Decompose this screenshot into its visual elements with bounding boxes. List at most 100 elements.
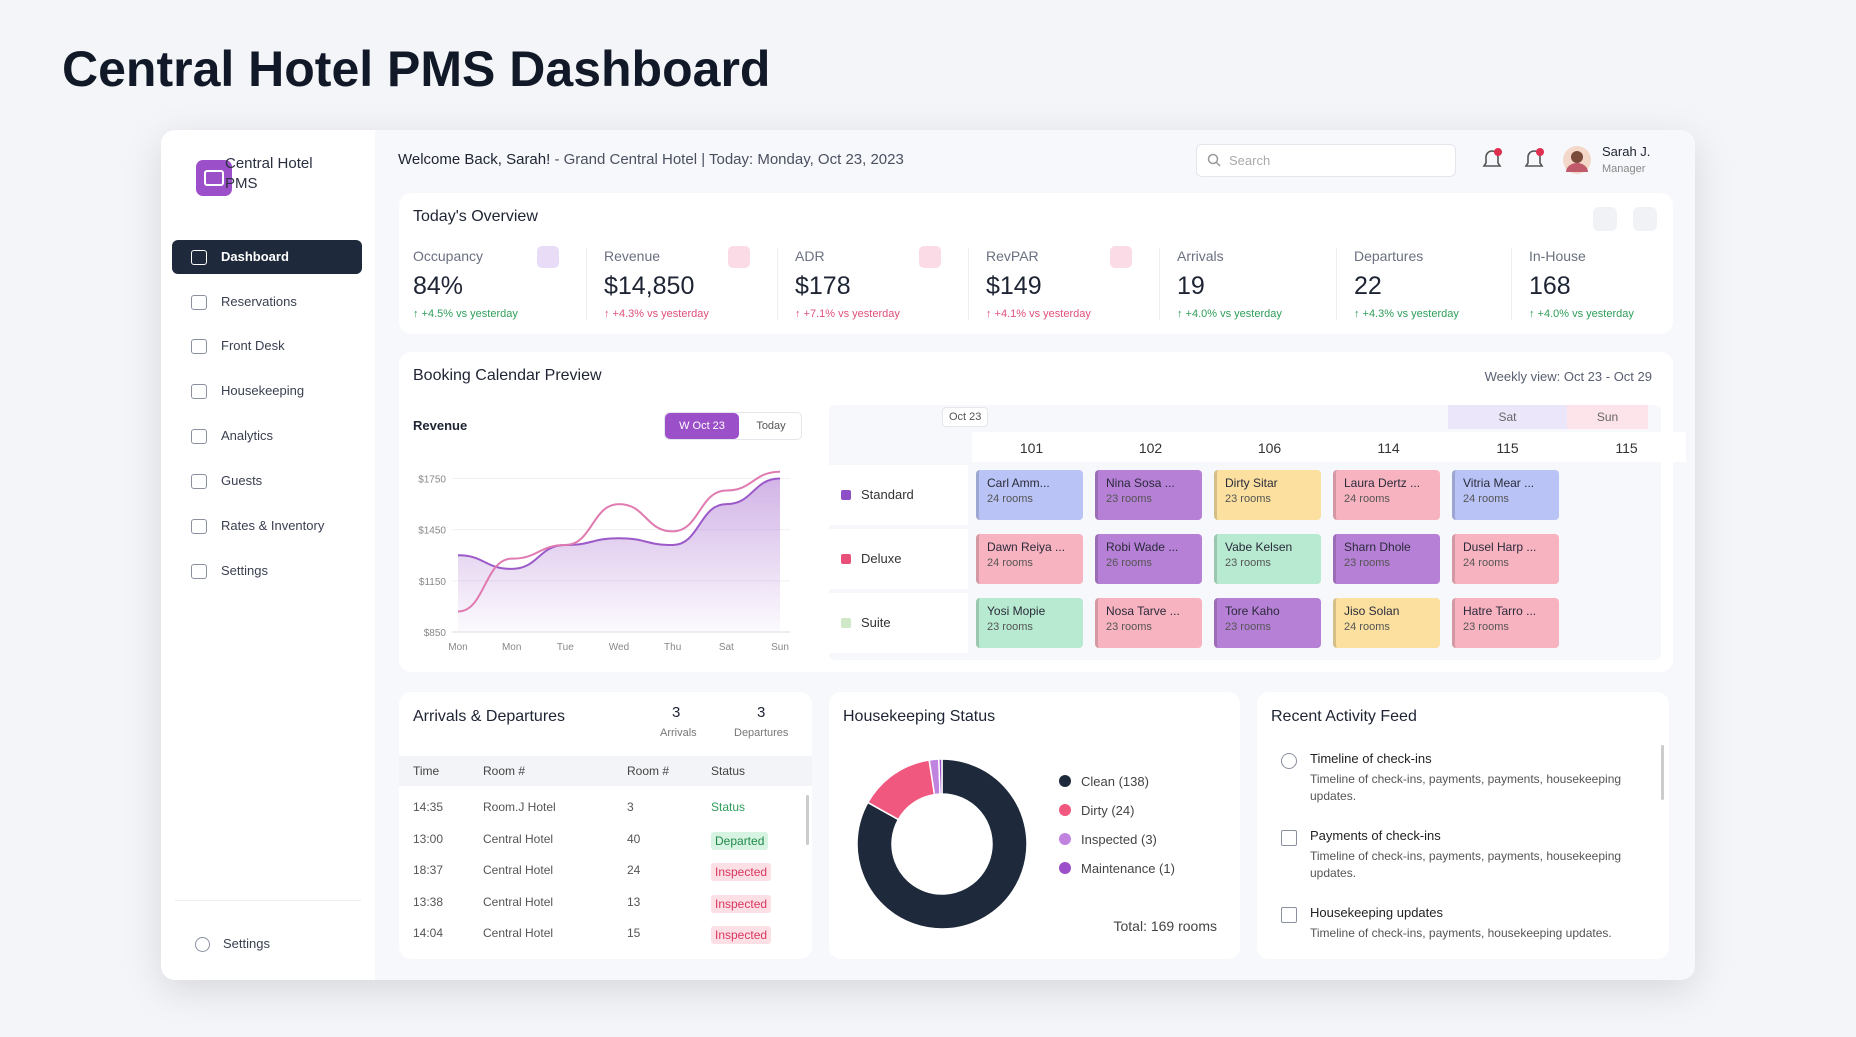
table-cell: 14:35 [413, 800, 444, 814]
booking[interactable]: Yosi Mopie 23 rooms [976, 598, 1083, 648]
table-cell: Central Hotel [483, 863, 554, 877]
booking-guest: Vabe Kelsen [1225, 540, 1293, 554]
table-cell: Inspected [711, 926, 772, 944]
arrivals-title: Arrivals & Departures [413, 708, 566, 725]
table-cell: Status [711, 800, 746, 814]
kpi-change: ↑ +4.0% vs yesterday [1177, 308, 1282, 320]
booking-rooms: 23 rooms [1106, 493, 1152, 505]
nav-item[interactable]: Guests [221, 473, 263, 488]
booking[interactable]: Hatre Tarro ... 23 rooms [1452, 598, 1559, 648]
nav-item[interactable]: Reservations [221, 294, 297, 309]
notification-icons[interactable] [1478, 144, 1548, 174]
row-bg [829, 465, 968, 525]
table-cell: 15 [627, 926, 641, 940]
booking[interactable]: Vitria Mear ... 24 rooms [1452, 470, 1559, 520]
booking-rooms: 23 rooms [1463, 621, 1509, 633]
overview-action[interactable] [1633, 207, 1657, 231]
booking[interactable]: Dusel Harp ... 24 rooms [1452, 534, 1559, 584]
overview-action[interactable] [1593, 207, 1617, 231]
room-number: 115 [1615, 440, 1638, 456]
nav-icon [191, 339, 207, 354]
scrollbar[interactable] [806, 795, 809, 845]
table-cell: 13:38 [413, 894, 444, 909]
nav-item[interactable]: Dashboard [221, 249, 289, 264]
page-title: Central Hotel PMS Dashboard [62, 41, 771, 97]
user-role: Manager [1602, 163, 1646, 175]
booking-guest: Dusel Harp ... [1463, 540, 1537, 554]
room-number: 101 [1019, 440, 1044, 456]
scrollbar[interactable] [1661, 745, 1664, 800]
x-tick-label: Mon [448, 642, 467, 653]
activity-item-title: Housekeeping updates [1310, 905, 1443, 920]
legend-label: Dirty (24) [1081, 803, 1134, 818]
booking-rooms: 24 rooms [1463, 493, 1509, 505]
booking-rooms: 23 rooms [1225, 557, 1271, 569]
kpi-change: ↑ +4.3% vs yesterday [604, 308, 709, 320]
nav-footer[interactable]: Settings [223, 936, 270, 951]
nav-item[interactable]: Settings [221, 563, 268, 578]
kpi-change: ↑ +4.0% vs yesterday [1529, 308, 1634, 320]
booking[interactable]: Jiso Solan 24 rooms [1333, 598, 1440, 648]
calendar-grid: Sat Sun Oct 23 101 102 106 114 115 115 Standard Ca… [829, 405, 1686, 660]
booking-guest: Yosi Mopie [987, 604, 1046, 618]
activity-card [1257, 692, 1669, 959]
user-name: Sarah J. [1602, 144, 1651, 159]
room-number: 115 [1496, 440, 1519, 456]
kpi-divider [1336, 248, 1337, 320]
calendar-range[interactable]: Weekly view: Oct 23 - Oct 29 [1484, 369, 1652, 384]
revenue-chart: $850 $1150 $1450 $1750 Mon Mon Tue Wed Thu Sat Sun [418, 470, 790, 653]
booking[interactable]: Nina Sosa ... 23 rooms [1095, 470, 1202, 520]
booking[interactable]: Dawn Reiya ... 24 rooms [976, 534, 1083, 584]
revenue-toggle[interactable]: W Oct 23 Today [664, 412, 802, 440]
y-tick-label: $1150 [419, 577, 447, 588]
table-cell: 18:37 [413, 863, 444, 877]
overview-card [399, 193, 1673, 334]
nav-item[interactable]: Rates & Inventory [221, 518, 325, 533]
kpi-value: 19 [1177, 272, 1205, 300]
booking-rooms: 24 rooms [1344, 621, 1390, 633]
booking-rooms: 23 rooms [1106, 621, 1152, 633]
line [457, 470, 781, 613]
nav-icon [191, 295, 207, 310]
table-cell: Central Hotel [483, 926, 554, 940]
table-cell: Inspected [711, 863, 772, 881]
kpi-change: ↑ +4.5% vs yesterday [413, 308, 518, 320]
table-column: Room # [627, 764, 670, 778]
avatar[interactable] [1562, 145, 1592, 175]
activity-item-title: Timeline of check-ins [1310, 751, 1432, 766]
toggle-option[interactable]: W Oct 23 [665, 413, 739, 439]
booking[interactable]: Dirty Sitar 23 rooms [1214, 470, 1321, 520]
search-placeholder: Search [1229, 153, 1271, 168]
nav-item[interactable]: Analytics [221, 428, 274, 443]
toggle-option[interactable]: Today [756, 420, 786, 432]
room-type-dot [841, 618, 851, 628]
row-bg [829, 593, 968, 653]
day-header-bg [1448, 405, 1567, 429]
booking[interactable]: Vabe Kelsen 23 rooms [1214, 534, 1321, 584]
booking[interactable]: Robi Wade ... 26 rooms [1095, 534, 1202, 584]
legend-swatch [1059, 804, 1071, 816]
booking-guest: Dirty Sitar [1225, 476, 1278, 490]
legend-swatch [1059, 862, 1071, 874]
booking[interactable]: Laura Dertz ... 24 rooms [1333, 470, 1440, 520]
donut-segment [856, 758, 1028, 930]
booking[interactable]: Nosa Tarve ... 23 rooms [1095, 598, 1202, 648]
booking-guest: Hatre Tarro ... [1463, 604, 1537, 618]
nav-item[interactable]: Front Desk [221, 338, 285, 353]
nav-icon [191, 519, 207, 534]
x-tick-label: Sun [771, 642, 789, 653]
nav-item[interactable]: Housekeeping [221, 383, 305, 398]
line [457, 477, 781, 570]
x-tick-label: Mon [502, 642, 521, 653]
booking[interactable]: Carl Amm... 24 rooms [976, 470, 1083, 520]
search-box[interactable]: Search [1196, 144, 1456, 177]
kpi-label: Occupancy [413, 248, 484, 264]
table-cell: 13 [627, 894, 641, 909]
activity-title: Recent Activity Feed [1271, 708, 1417, 725]
booking[interactable]: Tore Kaho 23 rooms [1214, 598, 1321, 648]
booking-guest: Dawn Reiya ... [987, 540, 1066, 554]
kpi-label: Revenue [604, 248, 661, 264]
booking[interactable]: Sharn Dhole 23 rooms [1333, 534, 1440, 584]
room-number: 114 [1377, 440, 1400, 456]
booking-rooms: 23 rooms [1225, 493, 1271, 505]
